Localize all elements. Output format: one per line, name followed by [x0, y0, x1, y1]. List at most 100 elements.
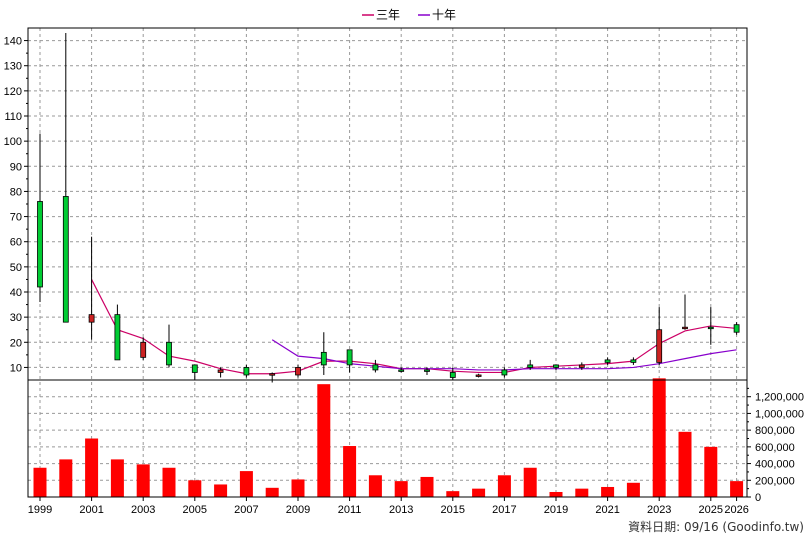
volume-panel-frame	[27, 379, 748, 498]
candle-body	[37, 201, 43, 288]
price-tick-label: 10	[10, 362, 22, 374]
price-tick-label: 40	[10, 287, 22, 299]
candle-body	[707, 326, 714, 330]
candle-body	[449, 372, 456, 378]
candle-2025	[707, 307, 714, 345]
candle-2003	[140, 337, 147, 360]
candle-body	[682, 326, 688, 330]
legend-label-0: 三年	[376, 8, 400, 22]
volume-bar-2019	[549, 491, 563, 497]
x-tick-label: 2025	[699, 504, 723, 516]
candle-2008	[269, 372, 276, 383]
volume-bar-2013	[394, 481, 408, 497]
candle-body	[166, 341, 172, 366]
legend-label-1: 十年	[432, 8, 456, 22]
volume-bar-2003	[136, 464, 150, 497]
candle-body	[346, 349, 353, 366]
x-tick-label: 2009	[286, 504, 310, 516]
candle-2009	[295, 364, 301, 378]
moving-average-lines	[91, 279, 737, 375]
volume-bar-2008	[265, 487, 279, 497]
candle-2012	[372, 359, 379, 373]
candle-2017	[501, 367, 508, 378]
candle-body	[217, 369, 224, 373]
price-grid	[28, 28, 747, 497]
volume-bar-2007	[239, 471, 253, 497]
x-tick-label: 2019	[544, 504, 568, 516]
price-tick-label: 140	[4, 36, 22, 48]
candle-2014	[424, 367, 430, 375]
volume-bar-2001	[85, 438, 99, 497]
candle-body	[114, 314, 121, 361]
candle-2000	[62, 33, 69, 323]
volume-bar-2025	[704, 446, 718, 497]
candle-2024	[682, 294, 688, 330]
candle-body	[604, 359, 611, 363]
candle-body	[578, 364, 585, 368]
candle-body	[656, 329, 663, 363]
candle-2021	[604, 357, 611, 365]
volume-bar-2023	[652, 378, 666, 497]
x-tick-label: 2017	[492, 504, 516, 516]
candle-2006	[217, 367, 224, 378]
volume-bar-2014	[420, 476, 434, 497]
volume-bar-2017	[497, 475, 511, 497]
candle-2010	[320, 332, 327, 375]
candle-body	[372, 364, 379, 371]
price-tick-label: 100	[4, 136, 22, 148]
candle-2016	[475, 373, 482, 378]
volume-axis: 0 200,000 400,000 600,000 800,000 1,000,000 1,…	[747, 387, 804, 504]
candle-body	[630, 359, 637, 363]
volume-bar-2018	[523, 467, 537, 497]
price-tick-label: 80	[10, 186, 22, 198]
candle-body	[140, 341, 147, 358]
candle-body	[553, 364, 559, 368]
candle-2022	[630, 357, 637, 365]
candle-2011	[346, 349, 353, 373]
volume-bar-2010	[317, 384, 331, 497]
volume-bar-2026	[730, 481, 744, 497]
volume-bar-2015	[446, 491, 460, 497]
volume-bar-2006	[214, 484, 228, 497]
volume-bar-2024	[678, 431, 692, 497]
volume-tick-label: 600,000	[755, 442, 795, 454]
x-tick-label: 1999	[28, 504, 52, 516]
volume-tick-label: 1,200,000	[755, 392, 804, 404]
volume-bar-2012	[368, 475, 382, 497]
x-axis: 1999 2001 2003 2005 2007 2009 2011 2013 2015 2017…	[28, 497, 749, 516]
price-tick-label: 110	[4, 111, 22, 123]
x-tick-label: 2005	[183, 504, 207, 516]
ma-line-0	[91, 279, 737, 375]
candle-body	[243, 367, 250, 376]
volume-bar-2005	[188, 480, 202, 497]
candle-2007	[243, 364, 250, 378]
volume-bar-1999	[33, 467, 47, 497]
candle-2002	[114, 304, 121, 361]
candle-body	[295, 367, 301, 376]
volume-bar-2021	[601, 486, 615, 497]
volume-bar-2022	[626, 482, 640, 497]
candle-2013	[398, 367, 405, 373]
volume-bars	[33, 378, 744, 497]
x-tick-label: 2023	[647, 504, 671, 516]
candle-body	[88, 314, 95, 323]
volume-tick-label: 400,000	[755, 459, 795, 471]
x-tick-label: 2026	[724, 504, 748, 516]
candle-2023	[656, 307, 663, 365]
price-tick-label: 30	[10, 312, 22, 324]
volume-bar-2020	[575, 488, 589, 497]
price-tick-label: 20	[10, 337, 22, 349]
candle-body	[424, 369, 430, 372]
candle-body	[527, 364, 534, 368]
volume-tick-label: 1,000,000	[755, 408, 804, 420]
candle-2026	[733, 322, 740, 335]
volume-bar-2000	[59, 459, 73, 497]
candle-body	[191, 364, 198, 373]
x-tick-label: 2015	[441, 504, 465, 516]
candle-2018	[527, 359, 534, 370]
candle-body	[398, 369, 405, 372]
candle-2019	[553, 364, 559, 370]
candle-body	[62, 196, 69, 323]
price-tick-label: 60	[10, 237, 22, 249]
